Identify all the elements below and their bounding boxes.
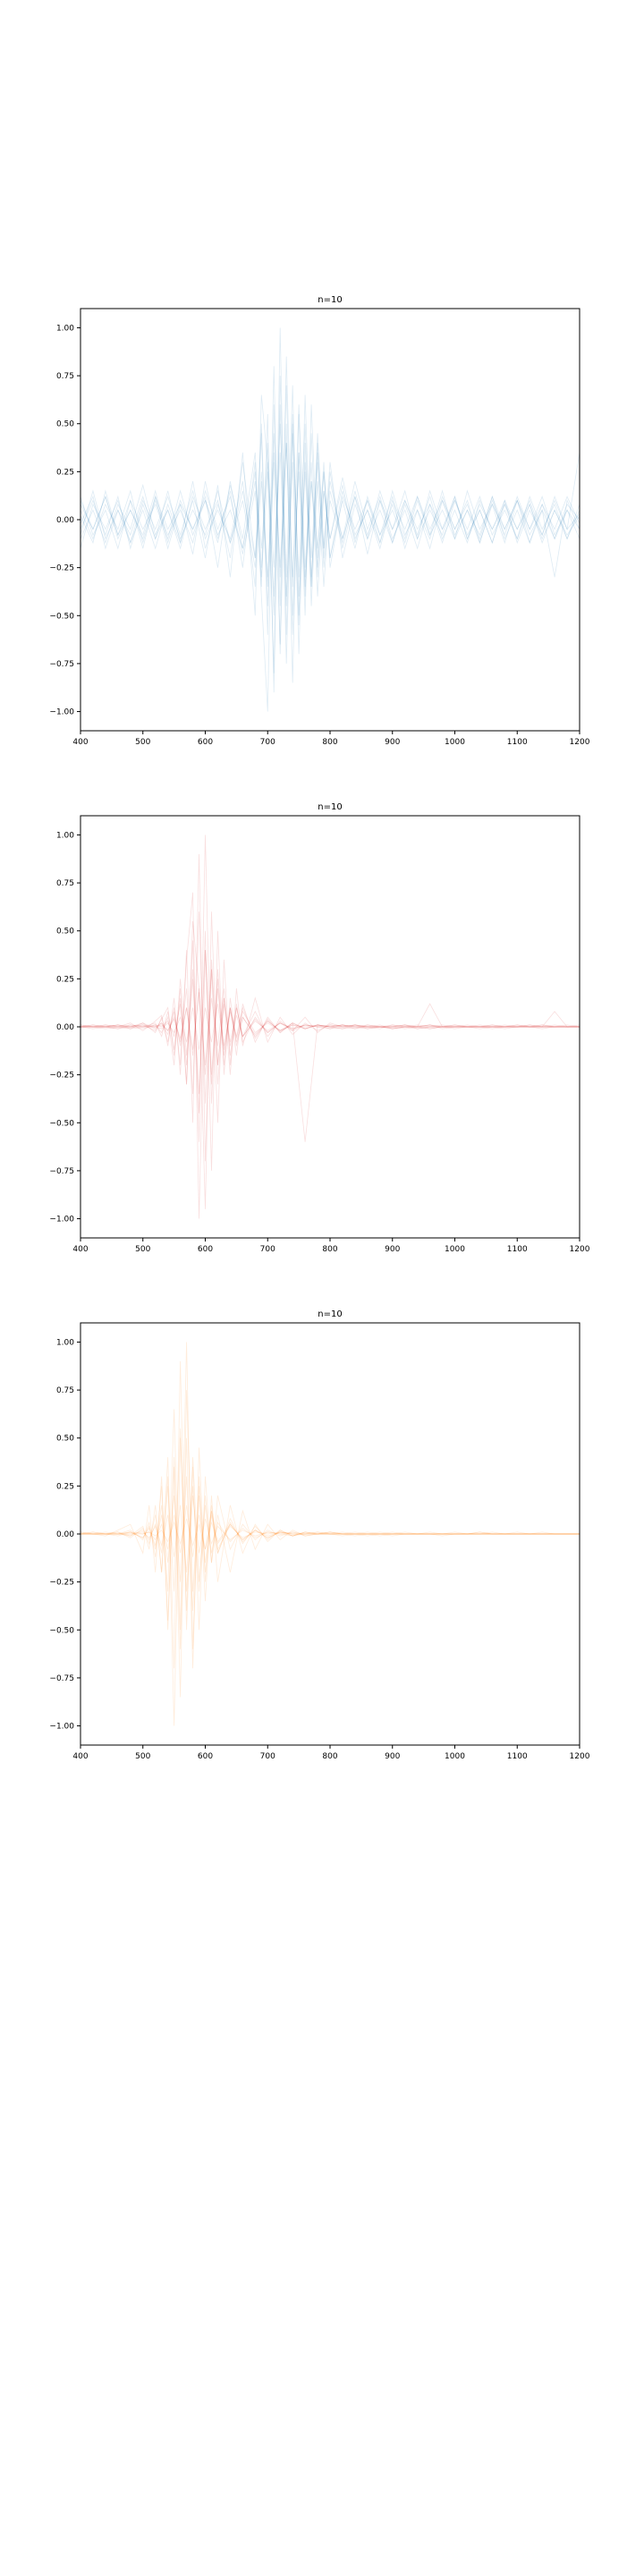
y-tick-label: 1.00: [56, 1338, 74, 1347]
x-tick-label: 800: [322, 1752, 337, 1761]
y-tick-label: −1.00: [49, 1723, 74, 1732]
series-group: [80, 835, 580, 1219]
x-tick-label: 400: [72, 1245, 88, 1254]
series-group: [80, 327, 580, 712]
series-line-1: [80, 1437, 580, 1726]
x-tick-label: 500: [135, 1245, 150, 1254]
series-line-9: [80, 988, 580, 1065]
series-line-10: [80, 1518, 580, 1550]
y-tick-label: −1.00: [49, 1216, 74, 1224]
x-tick-label: 1000: [445, 738, 465, 747]
chart-2: n=10 400 500 600 700 800 900 1000 1100 1200 1.00 0.…: [49, 802, 590, 1254]
chart-3: n=10 400 500 600 700 800 900 1000 1100 1200 1.00 0.…: [49, 1309, 590, 1761]
x-tick-label: 1200: [570, 1245, 590, 1254]
series-line-9: [80, 413, 580, 606]
y-tick-label: 0.50: [56, 1435, 74, 1444]
x-tick-label: 900: [385, 1245, 400, 1254]
x-tick-label: 1100: [507, 1752, 528, 1761]
series-line-3: [80, 376, 580, 693]
series-line-7: [80, 1476, 580, 1611]
series-line-4: [80, 366, 580, 683]
y-tick-label: 0.25: [56, 468, 74, 477]
series-line-5: [80, 1437, 580, 1669]
series-line-2: [80, 911, 580, 1209]
chart-panel-1: n=10 400 500 600 700 800 900 1000 1100 1200 1.00 0.…: [0, 291, 644, 792]
x-tick-label: 700: [260, 738, 275, 747]
series-line-8: [80, 404, 580, 635]
series-line-1: [80, 385, 580, 712]
axes-frame: [80, 308, 580, 732]
y-tick-label: 0.00: [56, 516, 74, 525]
x-tick-label: 900: [385, 1752, 400, 1761]
y-tick-label: −0.75: [49, 1674, 74, 1683]
x-tick-label: 1200: [570, 1752, 590, 1761]
series-line-9: [80, 1504, 580, 1557]
y-tick-label: 0.25: [56, 975, 74, 984]
series-line-1: [80, 892, 580, 1219]
series-line-2: [80, 327, 580, 674]
series-line-4: [80, 835, 580, 1142]
x-tick-label: 900: [385, 738, 400, 747]
y-tick-label: −0.50: [49, 1119, 74, 1128]
series-line-10: [80, 1004, 580, 1050]
y-tick-label: 0.00: [56, 1530, 74, 1539]
x-tick-label: 400: [72, 1752, 88, 1761]
chart-title: n=10: [318, 1309, 342, 1319]
y-tick-label: −0.25: [49, 1072, 74, 1080]
series-line-6: [80, 1428, 580, 1631]
chart-panel-3: n=10 400 500 600 700 800 900 1000 1100 1200 1.00 0.…: [0, 1305, 644, 1806]
x-tick-label: 1000: [445, 1245, 465, 1254]
y-tick-label: −1.00: [49, 708, 74, 717]
series-line-6: [80, 911, 580, 1123]
x-tick-label: 1200: [570, 738, 590, 747]
series-line-2: [80, 1342, 580, 1649]
y-tick-label: 0.75: [56, 1386, 74, 1395]
y-tick-label: 0.75: [56, 372, 74, 381]
x-tick-label: 500: [135, 738, 150, 747]
x-tick-label: 400: [72, 738, 88, 747]
x-tick-label: 600: [198, 1752, 213, 1761]
series-line-7: [80, 385, 580, 616]
y-tick-label: −0.25: [49, 564, 74, 573]
series-group: [80, 1342, 580, 1726]
series-line-6: [80, 356, 580, 645]
y-tick-label: 0.50: [56, 928, 74, 936]
x-tick-label: 700: [260, 1752, 275, 1761]
series-line-3: [80, 853, 580, 1162]
y-tick-label: −0.75: [49, 1167, 74, 1176]
series-line-5: [80, 930, 580, 1171]
x-tick-label: 800: [322, 1245, 337, 1254]
x-tick-label: 700: [260, 1245, 275, 1254]
chart-title: n=10: [318, 295, 342, 305]
x-tick-label: 800: [322, 738, 337, 747]
chart-1: n=10 400 500 600 700 800 900 1000 1100 1200 1.00 0.…: [49, 295, 590, 747]
series-line-4: [80, 1390, 580, 1698]
y-tick-label: 0.25: [56, 1482, 74, 1491]
y-tick-label: 0.75: [56, 879, 74, 888]
y-tick-label: −0.50: [49, 1626, 74, 1635]
chart-title: n=10: [318, 802, 342, 812]
series-line-10: [80, 443, 580, 588]
x-tick-label: 1100: [507, 738, 528, 747]
x-tick-label: 600: [198, 738, 213, 747]
y-tick-label: −0.50: [49, 612, 74, 621]
series-line-3: [80, 1360, 580, 1669]
y-tick-label: −0.75: [49, 660, 74, 669]
x-tick-label: 500: [135, 1752, 150, 1761]
series-line-8: [80, 1486, 580, 1592]
y-tick-label: 1.00: [56, 324, 74, 333]
y-tick-label: 0.50: [56, 420, 74, 429]
series-line-5: [80, 404, 580, 664]
y-tick-label: 1.00: [56, 831, 74, 840]
chart-panel-2: n=10 400 500 600 700 800 900 1000 1100 1200 1.00 0.…: [0, 798, 644, 1299]
x-tick-label: 1100: [507, 1245, 528, 1254]
x-tick-label: 1000: [445, 1752, 465, 1761]
series-line-7: [80, 950, 580, 1142]
y-tick-label: −0.25: [49, 1579, 74, 1588]
x-tick-label: 600: [198, 1245, 213, 1254]
y-tick-label: 0.00: [56, 1023, 74, 1032]
series-line-8: [80, 969, 580, 1075]
